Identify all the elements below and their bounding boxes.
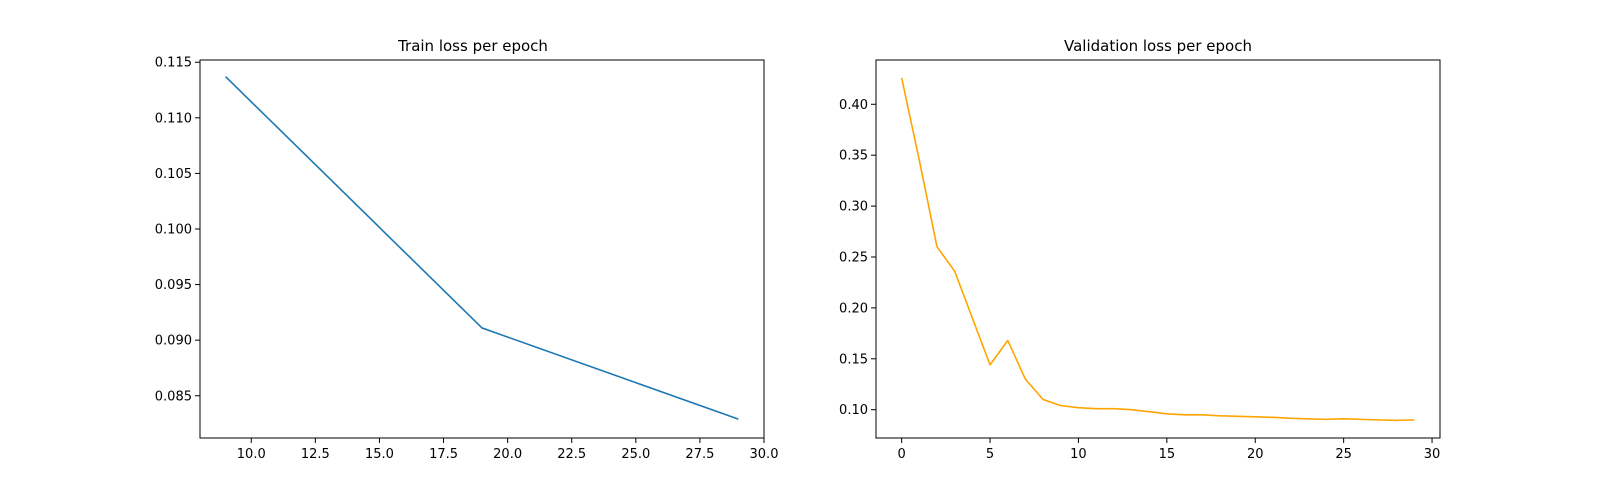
x-tick-label: 30 bbox=[1424, 447, 1441, 462]
x-tick-label: 15.0 bbox=[365, 447, 394, 462]
x-tick-label: 10 bbox=[1070, 447, 1087, 462]
x-tick-label: 10.0 bbox=[237, 447, 266, 462]
x-tick-label: 22.5 bbox=[557, 447, 586, 462]
x-tick-label: 15 bbox=[1159, 447, 1176, 462]
x-tick-label: 20.0 bbox=[493, 447, 522, 462]
validation-loss-chart: Validation loss per epoch 0 5 10 15 20 25 30 0… bbox=[839, 37, 1441, 462]
series-line bbox=[900, 77, 1415, 422]
y-tick-label: 0.105 bbox=[155, 167, 192, 182]
axes-frame bbox=[875, 59, 1441, 439]
x-tick-label: 5 bbox=[986, 447, 994, 462]
chart-title: Validation loss per epoch bbox=[1064, 37, 1252, 55]
y-tick-label: 0.40 bbox=[839, 98, 868, 113]
x-tick-label: 0 bbox=[897, 447, 905, 462]
y-axis-ticks: 0.10 0.15 0.20 0.25 0.30 0.35 0.40 bbox=[839, 98, 876, 418]
y-tick-label: 0.085 bbox=[155, 389, 192, 404]
y-tick-label: 0.115 bbox=[155, 56, 192, 71]
y-tick-label: 0.25 bbox=[839, 250, 868, 265]
y-tick-label: 0.30 bbox=[839, 200, 868, 215]
y-tick-label: 0.10 bbox=[839, 403, 868, 418]
x-axis-ticks: 10.0 12.5 15.0 17.5 20.0 22.5 25.0 27.5 30.0 bbox=[237, 438, 779, 462]
y-tick-label: 0.15 bbox=[839, 352, 868, 367]
y-tick-label: 0.110 bbox=[155, 111, 192, 126]
axes-frame bbox=[199, 59, 765, 439]
x-tick-label: 25.0 bbox=[621, 447, 650, 462]
y-tick-label: 0.35 bbox=[839, 149, 868, 164]
series-line bbox=[225, 76, 739, 420]
y-tick-label: 0.095 bbox=[155, 278, 192, 293]
y-tick-label: 0.20 bbox=[839, 301, 868, 316]
x-axis-ticks: 0 5 10 15 20 25 30 bbox=[897, 438, 1440, 462]
x-tick-label: 30.0 bbox=[750, 447, 779, 462]
x-tick-label: 12.5 bbox=[301, 447, 330, 462]
x-tick-label: 27.5 bbox=[685, 447, 714, 462]
chart-title: Train loss per epoch bbox=[397, 37, 548, 55]
x-tick-label: 20 bbox=[1247, 447, 1264, 462]
series-layer bbox=[225, 76, 739, 420]
train-loss-chart: Train loss per epoch 10.0 12.5 15.0 17.5 20.… bbox=[155, 37, 779, 462]
y-axis-ticks: 0.085 0.090 0.095 0.100 0.105 0.110 0.115 bbox=[155, 56, 200, 404]
series-layer bbox=[900, 77, 1415, 422]
x-tick-label: 17.5 bbox=[429, 447, 458, 462]
y-tick-label: 0.100 bbox=[155, 222, 192, 237]
y-tick-label: 0.090 bbox=[155, 334, 192, 349]
x-tick-label: 25 bbox=[1335, 447, 1352, 462]
